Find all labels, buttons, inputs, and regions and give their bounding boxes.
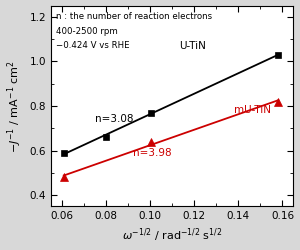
Text: n=3.08: n=3.08 (95, 114, 134, 124)
Y-axis label: $-J^{-1}$ / mA$^{-1}$ cm$^{2}$: $-J^{-1}$ / mA$^{-1}$ cm$^{2}$ (6, 60, 24, 152)
Text: U-TiN: U-TiN (179, 41, 206, 51)
Text: −0.424 V vs RHE: −0.424 V vs RHE (56, 41, 129, 50)
Text: n : the number of reaction electrons: n : the number of reaction electrons (56, 12, 212, 21)
X-axis label: $\omega^{-1/2}$ / rad$^{-1/2}$ s$^{1/2}$: $\omega^{-1/2}$ / rad$^{-1/2}$ s$^{1/2}$ (122, 227, 223, 244)
Text: n=3.98: n=3.98 (133, 148, 171, 158)
Text: mU-TiN: mU-TiN (234, 105, 271, 115)
Text: 400-2500 rpm: 400-2500 rpm (56, 27, 117, 36)
